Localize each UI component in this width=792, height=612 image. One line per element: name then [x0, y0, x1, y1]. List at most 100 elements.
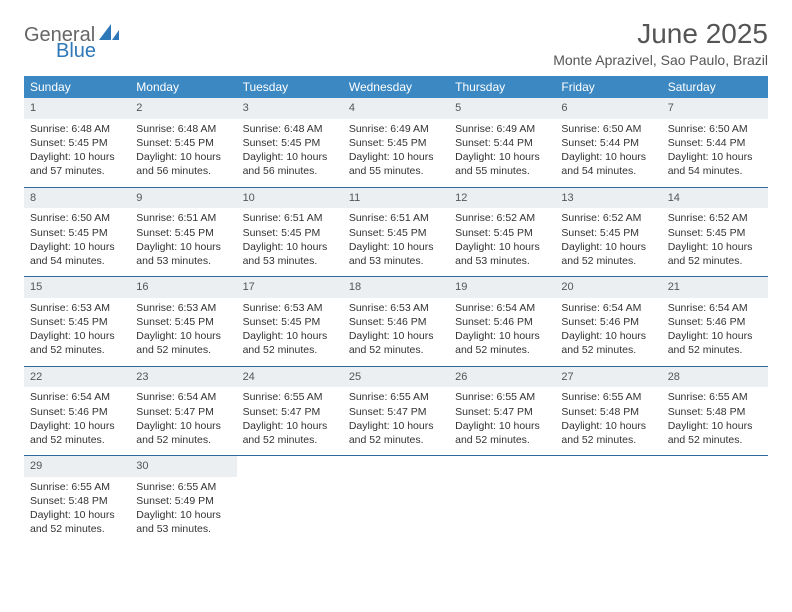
day-details: Sunrise: 6:55 AMSunset: 5:47 PMDaylight:…: [343, 387, 449, 455]
day-number: 4: [343, 98, 449, 119]
calendar-day-cell: 11Sunrise: 6:51 AMSunset: 5:45 PMDayligh…: [343, 187, 449, 277]
calendar-day-cell: 4Sunrise: 6:49 AMSunset: 5:45 PMDaylight…: [343, 98, 449, 187]
header: General Blue June 2025 Monte Aprazivel, …: [24, 18, 768, 68]
logo-text-blue: Blue: [56, 40, 96, 63]
weekday-header: Thursday: [449, 76, 555, 98]
day-number: 20: [555, 277, 661, 298]
calendar-day-cell: 29Sunrise: 6:55 AMSunset: 5:48 PMDayligh…: [24, 456, 130, 545]
calendar-week-row: 1Sunrise: 6:48 AMSunset: 5:45 PMDaylight…: [24, 98, 768, 187]
day-details: Sunrise: 6:55 AMSunset: 5:49 PMDaylight:…: [130, 477, 236, 545]
calendar-day-cell: 9Sunrise: 6:51 AMSunset: 5:45 PMDaylight…: [130, 187, 236, 277]
day-details: Sunrise: 6:55 AMSunset: 5:48 PMDaylight:…: [24, 477, 130, 545]
day-number: 9: [130, 188, 236, 209]
calendar-day-cell: 18Sunrise: 6:53 AMSunset: 5:46 PMDayligh…: [343, 277, 449, 367]
day-details: Sunrise: 6:49 AMSunset: 5:45 PMDaylight:…: [343, 119, 449, 187]
calendar-day-cell: 16Sunrise: 6:53 AMSunset: 5:45 PMDayligh…: [130, 277, 236, 367]
calendar-day-cell: 17Sunrise: 6:53 AMSunset: 5:45 PMDayligh…: [237, 277, 343, 367]
calendar-day-cell: 10Sunrise: 6:51 AMSunset: 5:45 PMDayligh…: [237, 187, 343, 277]
day-number: 26: [449, 367, 555, 388]
calendar-day-cell: 30Sunrise: 6:55 AMSunset: 5:49 PMDayligh…: [130, 456, 236, 545]
calendar-day-cell: 25Sunrise: 6:55 AMSunset: 5:47 PMDayligh…: [343, 366, 449, 456]
day-number: 19: [449, 277, 555, 298]
calendar-day-cell: 15Sunrise: 6:53 AMSunset: 5:45 PMDayligh…: [24, 277, 130, 367]
day-number: 3: [237, 98, 343, 119]
day-details: Sunrise: 6:52 AMSunset: 5:45 PMDaylight:…: [555, 208, 661, 276]
calendar-week-row: 15Sunrise: 6:53 AMSunset: 5:45 PMDayligh…: [24, 277, 768, 367]
day-details: Sunrise: 6:55 AMSunset: 5:47 PMDaylight:…: [449, 387, 555, 455]
day-number: 29: [24, 456, 130, 477]
calendar-day-cell: 21Sunrise: 6:54 AMSunset: 5:46 PMDayligh…: [662, 277, 768, 367]
calendar-day-cell: 6Sunrise: 6:50 AMSunset: 5:44 PMDaylight…: [555, 98, 661, 187]
day-number: 21: [662, 277, 768, 298]
day-details: Sunrise: 6:50 AMSunset: 5:44 PMDaylight:…: [555, 119, 661, 187]
day-number: 6: [555, 98, 661, 119]
calendar-day-cell: 2Sunrise: 6:48 AMSunset: 5:45 PMDaylight…: [130, 98, 236, 187]
day-number: 24: [237, 367, 343, 388]
logo-sail-icon: [99, 24, 121, 47]
day-details: Sunrise: 6:53 AMSunset: 5:45 PMDaylight:…: [237, 298, 343, 366]
day-number: 11: [343, 188, 449, 209]
day-details: Sunrise: 6:50 AMSunset: 5:44 PMDaylight:…: [662, 119, 768, 187]
calendar-week-row: 8Sunrise: 6:50 AMSunset: 5:45 PMDaylight…: [24, 187, 768, 277]
day-number: 14: [662, 188, 768, 209]
calendar-day-cell: 1Sunrise: 6:48 AMSunset: 5:45 PMDaylight…: [24, 98, 130, 187]
weekday-header: Wednesday: [343, 76, 449, 98]
day-details: Sunrise: 6:54 AMSunset: 5:46 PMDaylight:…: [555, 298, 661, 366]
day-number: 7: [662, 98, 768, 119]
day-number: 27: [555, 367, 661, 388]
day-details: Sunrise: 6:54 AMSunset: 5:47 PMDaylight:…: [130, 387, 236, 455]
day-number: 17: [237, 277, 343, 298]
day-details: Sunrise: 6:54 AMSunset: 5:46 PMDaylight:…: [24, 387, 130, 455]
day-details: Sunrise: 6:51 AMSunset: 5:45 PMDaylight:…: [237, 208, 343, 276]
day-details: Sunrise: 6:55 AMSunset: 5:48 PMDaylight:…: [555, 387, 661, 455]
calendar-day-cell: [343, 456, 449, 545]
day-details: Sunrise: 6:50 AMSunset: 5:45 PMDaylight:…: [24, 208, 130, 276]
day-details: Sunrise: 6:53 AMSunset: 5:45 PMDaylight:…: [24, 298, 130, 366]
day-details: Sunrise: 6:48 AMSunset: 5:45 PMDaylight:…: [130, 119, 236, 187]
day-number: 8: [24, 188, 130, 209]
calendar-day-cell: 27Sunrise: 6:55 AMSunset: 5:48 PMDayligh…: [555, 366, 661, 456]
day-number: 2: [130, 98, 236, 119]
weekday-header: Sunday: [24, 76, 130, 98]
day-number: 1: [24, 98, 130, 119]
day-details: Sunrise: 6:54 AMSunset: 5:46 PMDaylight:…: [449, 298, 555, 366]
title-block: June 2025 Monte Aprazivel, Sao Paulo, Br…: [553, 18, 768, 68]
day-number: 13: [555, 188, 661, 209]
day-details: Sunrise: 6:53 AMSunset: 5:46 PMDaylight:…: [343, 298, 449, 366]
calendar-day-cell: 20Sunrise: 6:54 AMSunset: 5:46 PMDayligh…: [555, 277, 661, 367]
day-number: 5: [449, 98, 555, 119]
day-number: 18: [343, 277, 449, 298]
calendar-day-cell: [555, 456, 661, 545]
day-number: 12: [449, 188, 555, 209]
weekday-header: Monday: [130, 76, 236, 98]
calendar-day-cell: 26Sunrise: 6:55 AMSunset: 5:47 PMDayligh…: [449, 366, 555, 456]
calendar-day-cell: [449, 456, 555, 545]
calendar-day-cell: 24Sunrise: 6:55 AMSunset: 5:47 PMDayligh…: [237, 366, 343, 456]
day-details: Sunrise: 6:55 AMSunset: 5:48 PMDaylight:…: [662, 387, 768, 455]
day-number: 10: [237, 188, 343, 209]
day-number: 25: [343, 367, 449, 388]
calendar-day-cell: 22Sunrise: 6:54 AMSunset: 5:46 PMDayligh…: [24, 366, 130, 456]
day-number: 22: [24, 367, 130, 388]
day-details: Sunrise: 6:48 AMSunset: 5:45 PMDaylight:…: [237, 119, 343, 187]
day-details: Sunrise: 6:48 AMSunset: 5:45 PMDaylight:…: [24, 119, 130, 187]
calendar-day-cell: 28Sunrise: 6:55 AMSunset: 5:48 PMDayligh…: [662, 366, 768, 456]
calendar-day-cell: [237, 456, 343, 545]
day-details: Sunrise: 6:52 AMSunset: 5:45 PMDaylight:…: [449, 208, 555, 276]
day-details: Sunrise: 6:51 AMSunset: 5:45 PMDaylight:…: [130, 208, 236, 276]
weekday-header: Saturday: [662, 76, 768, 98]
weekday-header: Friday: [555, 76, 661, 98]
calendar-day-cell: 8Sunrise: 6:50 AMSunset: 5:45 PMDaylight…: [24, 187, 130, 277]
calendar-day-cell: 13Sunrise: 6:52 AMSunset: 5:45 PMDayligh…: [555, 187, 661, 277]
day-details: Sunrise: 6:55 AMSunset: 5:47 PMDaylight:…: [237, 387, 343, 455]
calendar-day-cell: 12Sunrise: 6:52 AMSunset: 5:45 PMDayligh…: [449, 187, 555, 277]
logo: General Blue: [24, 24, 121, 47]
day-number: 28: [662, 367, 768, 388]
day-details: Sunrise: 6:52 AMSunset: 5:45 PMDaylight:…: [662, 208, 768, 276]
day-details: Sunrise: 6:51 AMSunset: 5:45 PMDaylight:…: [343, 208, 449, 276]
day-details: Sunrise: 6:49 AMSunset: 5:44 PMDaylight:…: [449, 119, 555, 187]
day-number: 23: [130, 367, 236, 388]
weekday-header: Tuesday: [237, 76, 343, 98]
calendar-day-cell: 23Sunrise: 6:54 AMSunset: 5:47 PMDayligh…: [130, 366, 236, 456]
day-number: 30: [130, 456, 236, 477]
